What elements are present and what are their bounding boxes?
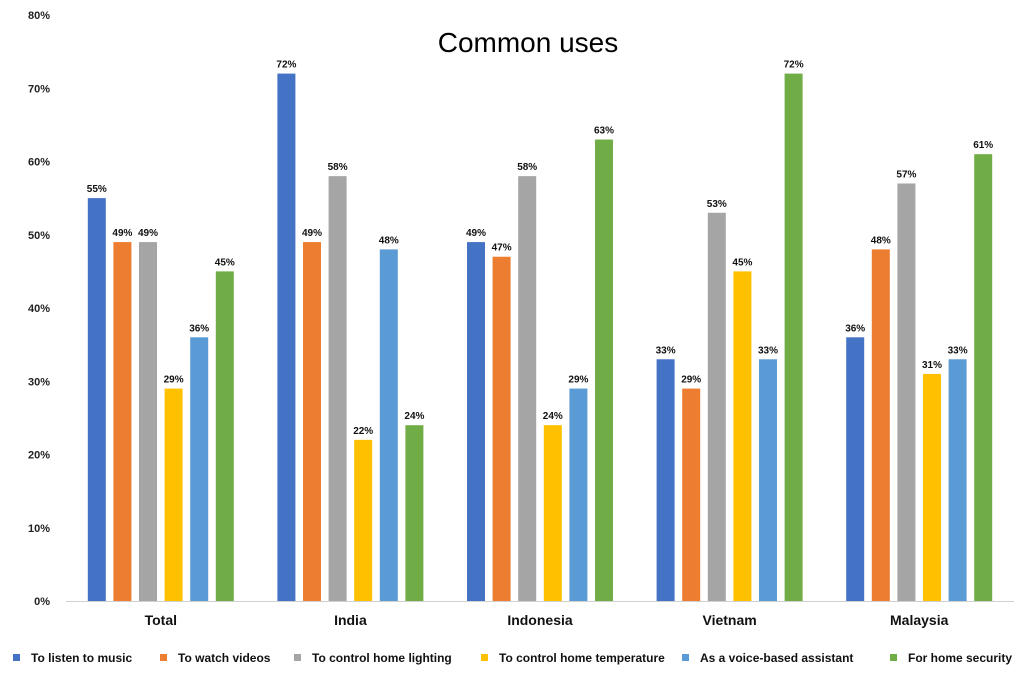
bar [707,212,726,601]
legend-swatch [682,654,689,661]
data-label: 49% [466,228,486,239]
data-label: 29% [164,375,184,386]
y-axis: 0% 10% 20% 30% 40% 50% 60% 70% 80% [28,10,50,608]
legend-swatch [160,654,167,661]
data-label: 29% [568,375,588,386]
data-label: 45% [215,257,235,268]
data-label: 61% [973,140,993,151]
bar [733,271,752,601]
bar [190,337,209,601]
data-label: 31% [922,360,942,371]
data-label: 36% [189,323,209,334]
bar [277,73,296,602]
bar [948,359,967,601]
bar [543,425,562,601]
data-label: 49% [302,228,322,239]
bar [569,388,588,601]
data-label: 58% [517,162,537,173]
data-label: 22% [353,426,373,437]
data-label: 24% [404,411,424,422]
bar [215,271,234,601]
data-label: 58% [328,162,348,173]
x-tick-label: Malaysia [890,612,949,628]
bars-group [87,73,993,602]
bar [682,388,701,601]
y-tick-label: 30% [28,376,50,388]
y-tick-label: 20% [28,450,50,462]
bar [595,139,613,601]
bar [846,337,865,601]
data-label: 48% [871,235,891,246]
x-tick-label: Vietnam [702,612,756,628]
x-tick-label: India [334,612,367,628]
x-tick-label: Total [145,612,177,628]
data-label: 72% [784,60,804,71]
data-label: 48% [379,235,399,246]
legend-label: To control home temperature [499,651,665,665]
data-label: 33% [948,345,968,356]
bar [379,249,398,601]
data-label: 33% [656,345,676,356]
bar [492,256,511,601]
data-labels-group: 55% 49% 49% 29% 36% 45% 72% 49% 58% 22% 48% 24% 49% 4… [87,60,994,437]
data-label: 72% [276,60,296,71]
bar [328,176,347,601]
bar [164,388,183,601]
bar [303,242,321,601]
y-tick-label: 10% [28,523,50,535]
bar [974,154,993,602]
data-label: 55% [87,184,107,195]
data-label: 33% [758,345,778,356]
data-label: 49% [138,228,158,239]
legend-swatch [13,654,20,661]
bar [518,176,537,601]
legend-label: To watch videos [178,651,271,665]
bar [784,73,803,602]
legend-swatch [481,654,488,661]
legend-swatch [294,654,301,661]
data-label: 53% [707,199,727,210]
bar [405,425,424,601]
chart-title: Common uses [438,27,619,58]
bar [923,373,941,601]
legend-swatch [890,654,897,661]
bar [113,242,132,601]
legend-label: To control home lighting [312,651,452,665]
y-tick-label: 70% [28,83,50,95]
legend: To listen to music To watch videos To cont… [13,651,1012,665]
bar [139,242,157,601]
y-tick-label: 80% [28,10,50,22]
bar [871,249,890,601]
data-label: 63% [594,126,614,137]
y-tick-label: 50% [28,230,50,242]
data-label: 36% [845,323,865,334]
bar [467,242,485,601]
data-label: 45% [732,257,752,268]
bar [87,198,106,601]
y-tick-label: 40% [28,303,50,315]
data-label: 29% [681,375,701,386]
y-tick-label: 60% [28,157,50,169]
bar [354,439,373,601]
bar [759,359,777,601]
data-label: 47% [492,243,512,254]
legend-label: For home security [908,651,1012,665]
bar [656,359,675,601]
data-label: 24% [543,411,563,422]
data-label: 57% [896,169,916,180]
y-tick-label: 0% [34,596,50,608]
bar [897,183,916,601]
legend-label: As a voice-based assistant [700,651,853,665]
x-tick-label: Indonesia [507,612,573,628]
data-label: 49% [112,228,132,239]
legend-label: To listen to music [31,651,132,665]
x-axis: Total India Indonesia Vietnam Malaysia [66,601,1014,628]
